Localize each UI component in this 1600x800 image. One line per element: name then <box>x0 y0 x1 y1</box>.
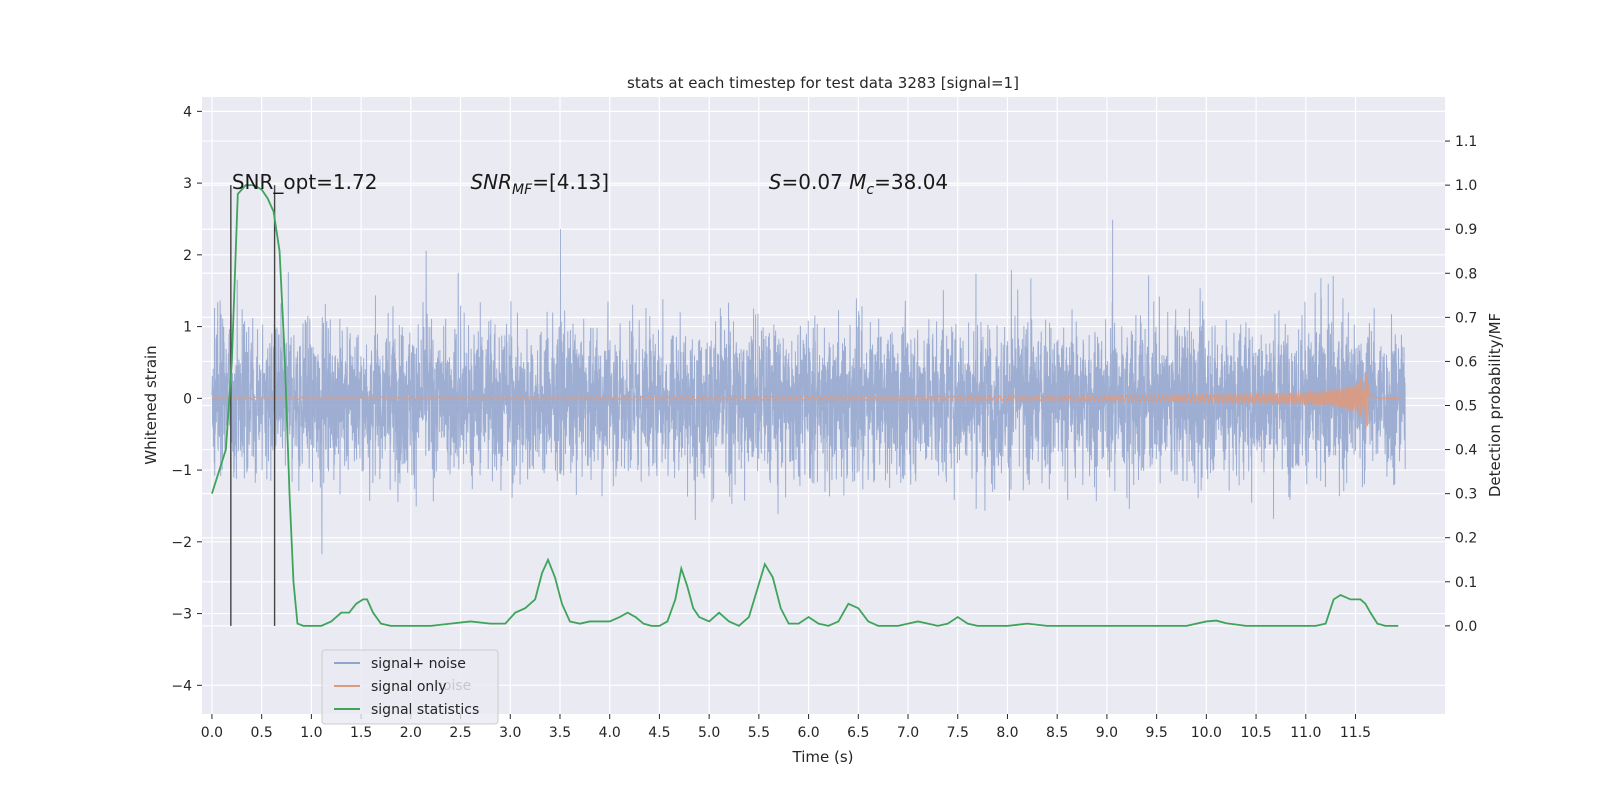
y2-tick-label: 0.6 <box>1455 354 1477 370</box>
x-tick-label: 10.5 <box>1240 725 1271 741</box>
x-tick-label: 2.0 <box>400 725 422 741</box>
x-axis-label: Time (s) <box>792 748 854 766</box>
y2-tick-label: 0.3 <box>1455 487 1477 503</box>
y2-tick-label: 0.7 <box>1455 310 1477 326</box>
series-signal-noise <box>211 219 1406 555</box>
chirp-trace <box>211 373 1401 429</box>
x-tick-label: 10.0 <box>1191 725 1222 741</box>
y-axis-label: Whitened strain <box>142 345 160 464</box>
x-tick-label: 4.5 <box>648 725 670 741</box>
y-tick-label: 1 <box>183 320 192 336</box>
x-tick-label: 6.5 <box>847 725 869 741</box>
annotation-snr-mf: SNRMF=[4.13] <box>470 170 609 198</box>
x-tick-label: 9.0 <box>1096 725 1118 741</box>
x-tick-label: 5.5 <box>748 725 770 741</box>
y-axis-right-ticks: 1.1 1.0 0.9 0.8 0.7 0.6 0.5 0.4 0.3 0.2 0.1 0.0 <box>1445 134 1477 635</box>
legend-label-signal-only: signal only <box>371 679 446 695</box>
x-tick-label: 2.5 <box>449 725 471 741</box>
y-tick-label: −1 <box>171 463 192 479</box>
annotation-s-mc: S=0.07 Mc=38.04 <box>769 170 948 198</box>
x-tick-label: 8.5 <box>1046 725 1068 741</box>
x-tick-label: 0.5 <box>251 725 273 741</box>
y2-tick-label: 0.9 <box>1455 222 1477 238</box>
y-tick-label: −4 <box>171 678 192 694</box>
noise-trace <box>211 219 1406 555</box>
vertical-markers <box>230 185 276 626</box>
x-tick-label: 5.0 <box>698 725 720 741</box>
annotation-snr-opt: SNR_opt=1.72 <box>232 170 378 194</box>
series-signal-statistics <box>211 184 1399 627</box>
x-tick-label: 7.5 <box>947 725 969 741</box>
y-tick-label: −2 <box>171 535 192 551</box>
chart-title: stats at each timestep for test data 328… <box>627 74 1019 92</box>
x-tick-label: 6.0 <box>797 725 819 741</box>
x-tick-label: 8.0 <box>996 725 1018 741</box>
y-tick-label: 3 <box>183 176 192 192</box>
y2-tick-label: 0.5 <box>1455 399 1477 415</box>
legend-hidden-text: noise <box>434 678 471 694</box>
x-tick-label: 11.0 <box>1290 725 1321 741</box>
x-tick-label: 7.0 <box>897 725 919 741</box>
y2-tick-label: 0.2 <box>1455 531 1477 547</box>
x-tick-label: 9.5 <box>1145 725 1167 741</box>
x-tick-label: 3.5 <box>549 725 571 741</box>
y-tick-label: 0 <box>183 391 192 407</box>
y2-axis-label: Detection probability/MF <box>1486 313 1504 497</box>
y2-tick-label: 0.8 <box>1455 266 1477 282</box>
y-axis-left-ticks: 4 3 2 1 0 −1 −2 −3 −4 <box>171 104 202 694</box>
y-tick-label: −3 <box>171 607 192 623</box>
x-tick-label: 3.0 <box>499 725 521 741</box>
legend: noise signal+ noise signal only signal s… <box>321 649 499 725</box>
y2-tick-label: 1.0 <box>1455 178 1477 194</box>
legend-box <box>321 649 499 725</box>
x-tick-label: 0.0 <box>201 725 223 741</box>
y-tick-label: 4 <box>183 104 192 120</box>
y2-tick-label: 0.4 <box>1455 443 1477 459</box>
legend-label-signal-statistics: signal statistics <box>371 702 479 718</box>
statistics-trace <box>211 184 1399 627</box>
y2-tick-label: 0.0 <box>1455 619 1477 635</box>
x-tick-label: 1.5 <box>350 725 372 741</box>
y-tick-label: 2 <box>183 248 192 264</box>
x-tick-label: 11.5 <box>1340 725 1371 741</box>
x-tick-label: 1.0 <box>300 725 322 741</box>
x-tick-label: 4.0 <box>599 725 621 741</box>
legend-label-signal-noise: signal+ noise <box>371 656 466 672</box>
series-signal-only <box>211 373 1401 429</box>
x-axis-ticks: 0.0 0.5 1.0 1.5 2.0 2.5 3.0 3.5 4.0 4.5 5.0 5.5 6.0 6… <box>201 714 1371 741</box>
y2-tick-label: 1.1 <box>1455 134 1477 150</box>
y2-tick-label: 0.1 <box>1455 575 1477 591</box>
